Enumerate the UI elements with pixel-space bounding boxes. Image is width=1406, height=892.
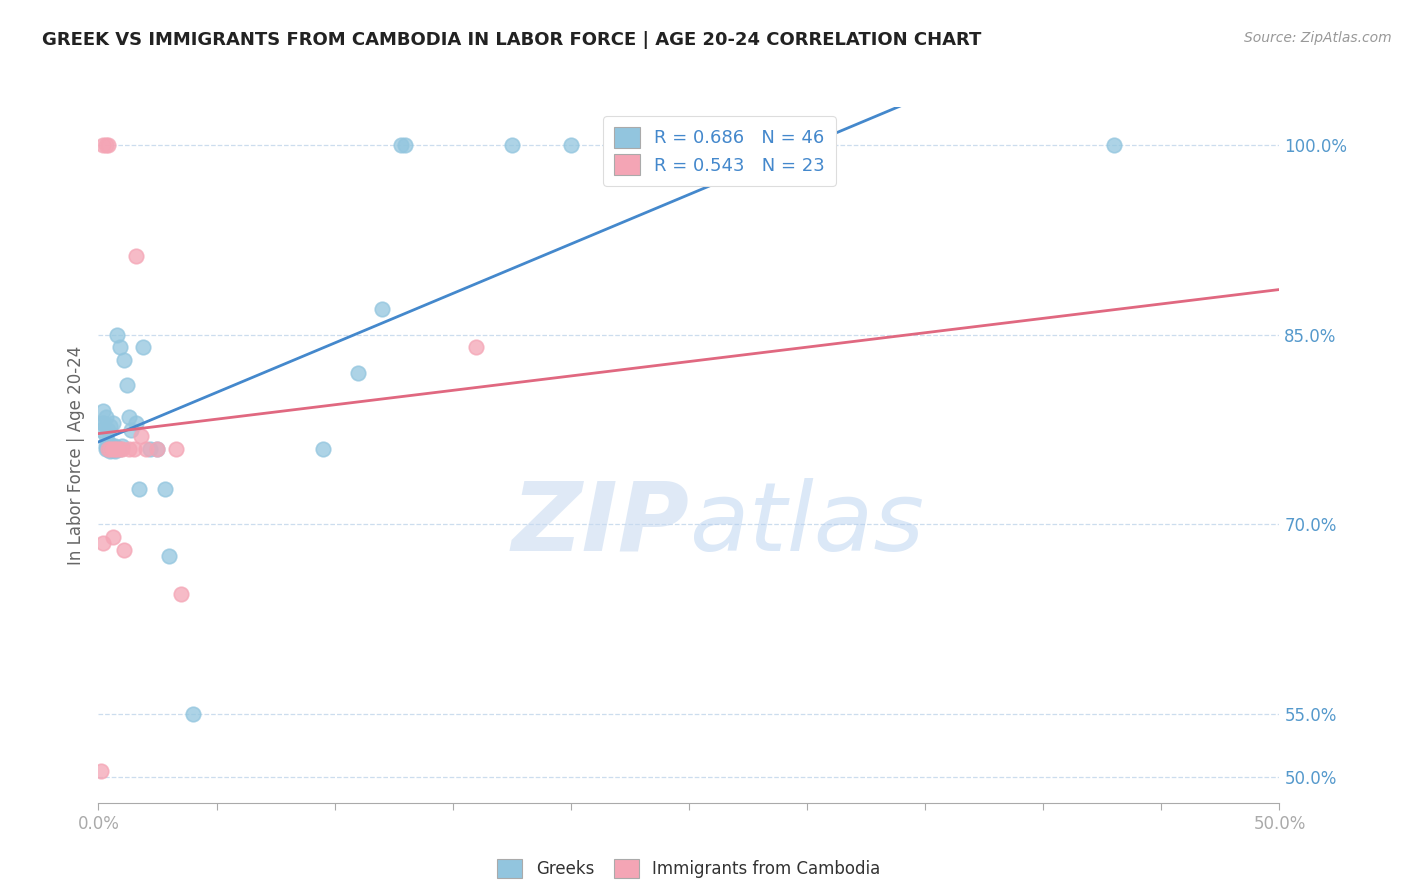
Point — [97, 442, 120, 456]
Point — [111, 442, 134, 456]
Point — [98, 444, 121, 458]
Point — [132, 340, 155, 354]
Point — [112, 542, 135, 557]
Point — [153, 482, 176, 496]
Point — [146, 442, 169, 456]
Point — [91, 403, 114, 417]
Text: Source: ZipAtlas.com: Source: ZipAtlas.com — [1244, 31, 1392, 45]
Point — [101, 417, 124, 431]
Point — [91, 138, 114, 153]
Point — [1102, 138, 1125, 153]
Point — [139, 442, 162, 456]
Point — [97, 435, 120, 450]
Point — [170, 587, 193, 601]
Point — [94, 442, 117, 456]
Point — [371, 302, 394, 317]
Point — [97, 138, 120, 153]
Legend: Greeks, Immigrants from Cambodia: Greeks, Immigrants from Cambodia — [491, 853, 887, 885]
Point — [135, 442, 157, 456]
Point — [121, 423, 143, 437]
Point — [94, 409, 117, 424]
Point — [501, 138, 523, 153]
Point — [108, 442, 131, 456]
Point — [560, 138, 582, 153]
Point — [104, 442, 127, 456]
Point — [118, 409, 141, 424]
Point — [98, 442, 121, 456]
Text: ZIP: ZIP — [510, 478, 689, 571]
Point — [129, 429, 152, 443]
Point — [104, 439, 127, 453]
Point — [101, 442, 124, 456]
Point — [94, 138, 117, 153]
Point — [105, 442, 128, 456]
Point — [98, 418, 121, 433]
Point — [90, 764, 112, 779]
Point — [91, 417, 114, 431]
Point — [105, 442, 128, 456]
Point — [91, 417, 114, 431]
Point — [118, 442, 141, 456]
Text: atlas: atlas — [689, 478, 924, 571]
Point — [181, 707, 204, 722]
Point — [465, 340, 488, 354]
Point — [125, 417, 148, 431]
Point — [146, 442, 169, 456]
Point — [94, 429, 117, 443]
Point — [112, 353, 135, 368]
Point — [125, 249, 148, 263]
Point — [98, 442, 121, 456]
Point — [101, 442, 124, 456]
Text: GREEK VS IMMIGRANTS FROM CAMBODIA IN LABOR FORCE | AGE 20-24 CORRELATION CHART: GREEK VS IMMIGRANTS FROM CAMBODIA IN LAB… — [42, 31, 981, 49]
Point — [165, 442, 187, 456]
Point — [105, 327, 128, 342]
Point — [90, 423, 112, 437]
Point — [104, 442, 127, 456]
Point — [97, 442, 120, 456]
Point — [157, 549, 180, 563]
Point — [115, 378, 138, 392]
Point — [312, 442, 335, 456]
Point — [94, 439, 117, 453]
Y-axis label: In Labor Force | Age 20-24: In Labor Force | Age 20-24 — [66, 345, 84, 565]
Point — [97, 439, 120, 453]
Point — [122, 442, 145, 456]
Point — [394, 138, 416, 153]
Point — [347, 366, 370, 380]
Point — [101, 530, 124, 544]
Point — [104, 444, 127, 458]
Point — [108, 442, 131, 456]
Point — [97, 423, 120, 437]
Point — [108, 340, 131, 354]
Point — [111, 439, 134, 453]
Point — [389, 138, 412, 153]
Point — [101, 439, 124, 453]
Point — [128, 482, 150, 496]
Point — [91, 536, 114, 550]
